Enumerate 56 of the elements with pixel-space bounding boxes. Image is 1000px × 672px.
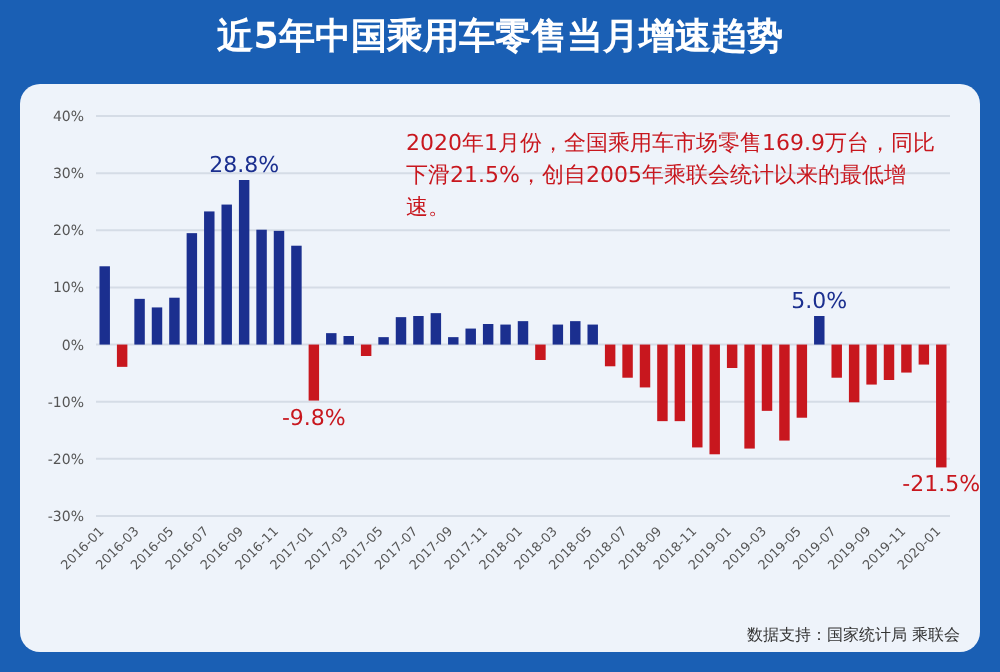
text: 数据支持：国家统计局 乘联会 — [746, 624, 960, 646]
bar — [674, 344, 686, 422]
bar — [604, 344, 616, 367]
bar — [186, 233, 198, 345]
data-label: 5.0% — [791, 288, 848, 314]
bar — [343, 336, 354, 345]
chart-title: 近5年中国乘用车零售当月增速趋势 — [215, 14, 785, 60]
bar — [831, 344, 842, 378]
bar — [587, 324, 598, 345]
bar — [796, 344, 808, 418]
bar — [848, 344, 860, 403]
bar — [413, 316, 424, 345]
bar — [465, 328, 476, 345]
bar — [134, 298, 145, 345]
bar — [779, 344, 790, 441]
bar — [726, 344, 738, 368]
bar — [517, 321, 529, 345]
bar — [378, 337, 389, 345]
bar — [151, 307, 163, 345]
data-label: -21.5% — [902, 471, 981, 498]
bar — [482, 324, 494, 345]
bar — [500, 324, 511, 345]
bar — [308, 344, 320, 401]
bar — [570, 321, 581, 345]
bar — [291, 245, 302, 345]
bar — [326, 333, 337, 345]
bar — [360, 344, 372, 356]
bar — [883, 344, 895, 380]
data-label: 28.8% — [209, 152, 280, 178]
bar — [169, 297, 180, 345]
bar — [866, 344, 877, 385]
bar — [814, 316, 825, 345]
bar — [552, 324, 564, 345]
bar — [430, 313, 442, 345]
bar — [535, 344, 546, 360]
bar — [256, 229, 267, 345]
bar — [918, 344, 930, 365]
bar — [116, 344, 128, 367]
bar — [622, 344, 633, 378]
bar — [692, 344, 703, 448]
bar — [761, 344, 773, 411]
bar — [744, 344, 755, 449]
bar — [901, 344, 912, 373]
bar — [204, 211, 215, 345]
bar — [238, 180, 250, 345]
bar — [709, 344, 720, 455]
bar — [99, 266, 110, 345]
bar — [221, 204, 232, 345]
annotation: 2020年1月份，全国乘用车市场零售169.9万台，同比下滑21.5%，创自2005年乘联会统计以来的最低增速。 — [406, 128, 937, 224]
bar — [395, 317, 407, 345]
bar — [657, 344, 668, 422]
bar — [448, 337, 459, 345]
bar — [936, 344, 947, 468]
data-label: -9.8% — [281, 404, 346, 431]
bar — [273, 230, 285, 345]
bar — [639, 344, 651, 388]
